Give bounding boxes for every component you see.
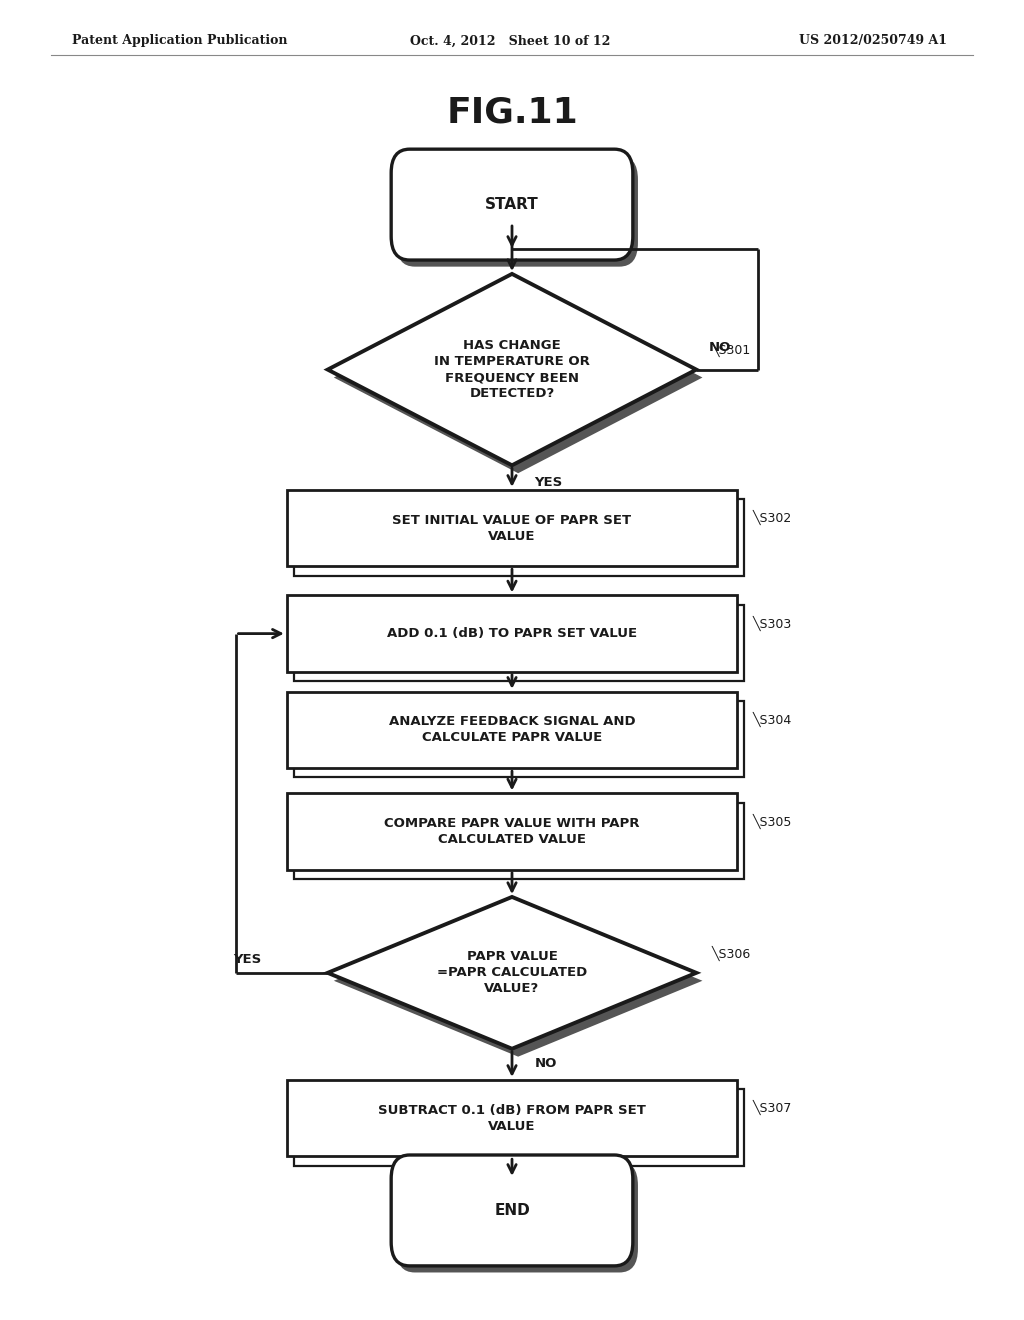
Bar — [287, 692, 737, 768]
Text: ╲S306: ╲S306 — [712, 945, 751, 961]
Bar — [294, 803, 744, 879]
Polygon shape — [328, 275, 696, 466]
Text: YES: YES — [535, 477, 563, 488]
Text: FIG.11: FIG.11 — [446, 95, 578, 129]
Text: PAPR VALUE
=PAPR CALCULATED
VALUE?: PAPR VALUE =PAPR CALCULATED VALUE? — [437, 950, 587, 995]
Text: US 2012/0250749 A1: US 2012/0250749 A1 — [799, 34, 947, 48]
Text: ╲S303: ╲S303 — [753, 615, 792, 631]
Text: ANALYZE FEEDBACK SIGNAL AND
CALCULATE PAPR VALUE: ANALYZE FEEDBACK SIGNAL AND CALCULATE PA… — [389, 715, 635, 744]
Polygon shape — [334, 906, 702, 1056]
Text: SET INITIAL VALUE OF PAPR SET
VALUE: SET INITIAL VALUE OF PAPR SET VALUE — [392, 513, 632, 543]
Bar — [294, 499, 744, 576]
Bar — [287, 490, 737, 566]
Text: ╲S307: ╲S307 — [753, 1100, 792, 1115]
FancyBboxPatch shape — [391, 149, 633, 260]
Polygon shape — [334, 281, 702, 474]
Text: Patent Application Publication: Patent Application Publication — [72, 34, 287, 48]
Bar — [287, 793, 737, 870]
Text: HAS CHANGE
IN TEMPERATURE OR
FREQUENCY BEEN
DETECTED?: HAS CHANGE IN TEMPERATURE OR FREQUENCY B… — [434, 339, 590, 400]
FancyBboxPatch shape — [396, 156, 638, 267]
Text: NO: NO — [535, 1056, 557, 1069]
Text: Oct. 4, 2012   Sheet 10 of 12: Oct. 4, 2012 Sheet 10 of 12 — [410, 34, 610, 48]
Bar — [287, 595, 737, 672]
Text: NO: NO — [709, 341, 731, 354]
Bar — [294, 1089, 744, 1166]
Text: ╲S304: ╲S304 — [753, 711, 792, 727]
Text: COMPARE PAPR VALUE WITH PAPR
CALCULATED VALUE: COMPARE PAPR VALUE WITH PAPR CALCULATED … — [384, 817, 640, 846]
Text: SUBTRACT 0.1 (dB) FROM PAPR SET
VALUE: SUBTRACT 0.1 (dB) FROM PAPR SET VALUE — [378, 1104, 646, 1133]
FancyBboxPatch shape — [396, 1162, 638, 1272]
Text: ╲S305: ╲S305 — [753, 813, 792, 829]
Text: ╲S302: ╲S302 — [753, 510, 792, 525]
Text: YES: YES — [232, 953, 261, 966]
Polygon shape — [328, 898, 696, 1048]
Text: ADD 0.1 (dB) TO PAPR SET VALUE: ADD 0.1 (dB) TO PAPR SET VALUE — [387, 627, 637, 640]
Bar — [287, 1080, 737, 1156]
Bar — [294, 701, 744, 777]
Bar — [294, 605, 744, 681]
Text: ╲S301: ╲S301 — [712, 342, 751, 358]
Text: START: START — [485, 197, 539, 213]
Text: END: END — [495, 1203, 529, 1218]
FancyBboxPatch shape — [391, 1155, 633, 1266]
